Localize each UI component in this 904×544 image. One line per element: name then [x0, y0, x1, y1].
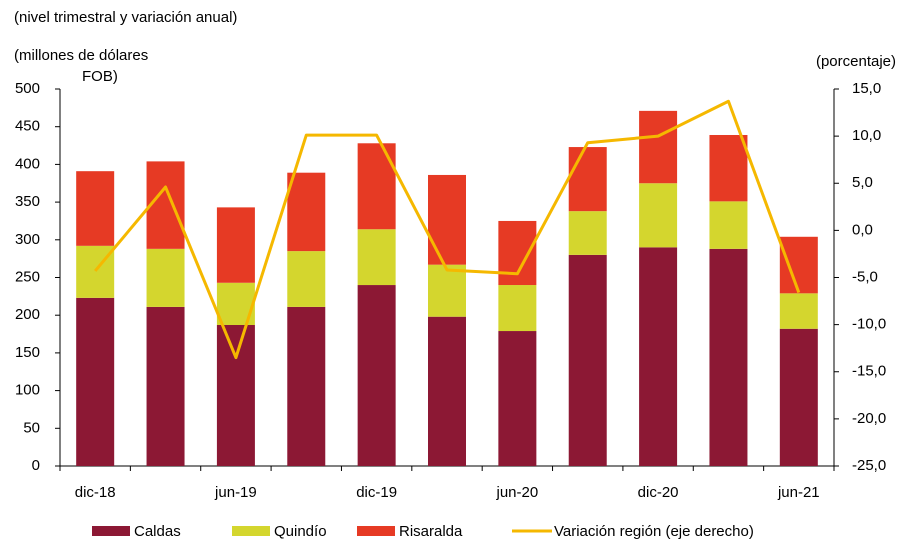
bar-segment	[639, 183, 678, 248]
y-tick-label: 100	[15, 382, 40, 399]
bar-segment	[568, 211, 607, 255]
x-tick-label: dic-19	[356, 484, 397, 501]
legend-label: Risaralda	[399, 523, 463, 540]
legend-label: Variación región (eje derecho)	[554, 523, 754, 540]
bar-segment	[287, 306, 326, 466]
bar-segment	[146, 161, 185, 249]
y-tick-label: 400	[15, 155, 40, 172]
legend-swatch	[357, 526, 395, 536]
bar-segment	[428, 264, 466, 317]
bar-segment	[357, 285, 396, 466]
y2-tick-label: 10,0	[852, 127, 881, 144]
bar-segment	[779, 236, 818, 294]
bar-segment	[287, 172, 326, 252]
y-tick-label: 0	[32, 457, 40, 474]
bar-segment	[498, 285, 537, 332]
bar-segment	[357, 143, 396, 230]
legend-label: Caldas	[134, 523, 181, 540]
x-tick-label: jun-21	[777, 484, 820, 501]
bar-segment	[146, 306, 185, 466]
legend-label: Quindío	[274, 523, 327, 540]
y2-tick-label: -10,0	[852, 316, 886, 333]
y-axis-label: (millones de dólares	[14, 47, 148, 64]
bar-segment	[639, 247, 678, 466]
y-tick-label: 500	[15, 80, 40, 97]
bar-segment	[779, 328, 818, 466]
legend-swatch	[232, 526, 270, 536]
bar-segment	[568, 254, 607, 466]
y-tick-label: 300	[15, 231, 40, 248]
bar-segment	[498, 220, 537, 286]
bar-segment	[709, 134, 748, 202]
bar-segment	[76, 171, 115, 246]
x-tick-label: dic-18	[75, 484, 116, 501]
y2-tick-label: 0,0	[852, 221, 873, 238]
chart-title: (nivel trimestral y variación anual)	[14, 9, 237, 26]
line-series	[94, 99, 801, 360]
y-tick-label: 150	[15, 344, 40, 361]
y2-axis-label: (porcentaje)	[816, 53, 896, 70]
bar-segment	[357, 229, 396, 286]
bar-segment	[709, 201, 748, 249]
bar-segment	[428, 174, 466, 265]
bar-segment	[216, 325, 255, 466]
bar-segment	[146, 248, 185, 307]
x-tick-label: dic-20	[638, 484, 679, 501]
y2-tick-label: -15,0	[852, 363, 886, 380]
y-tick-label: 50	[23, 419, 40, 436]
bar-segment	[76, 297, 115, 466]
bar-segment	[639, 110, 678, 184]
bar-segment	[428, 316, 466, 466]
legend-swatch	[92, 526, 130, 536]
y2-tick-label: -20,0	[852, 410, 886, 427]
y2-tick-label: 15,0	[852, 80, 881, 97]
x-tick-label: jun-20	[496, 484, 539, 501]
bar-segment	[568, 147, 607, 212]
bar-segment	[287, 251, 326, 307]
y2-tick-label: -5,0	[852, 268, 878, 285]
y-axis-label: FOB)	[82, 68, 118, 85]
y2-tick-label: -25,0	[852, 457, 886, 474]
y2-tick-label: 5,0	[852, 174, 873, 191]
bar-segment	[779, 293, 818, 329]
bar-segment	[498, 331, 537, 466]
bar-segment	[709, 248, 748, 466]
bar-segment	[216, 207, 255, 283]
y-tick-label: 250	[15, 268, 40, 285]
x-tick-label: jun-19	[214, 484, 257, 501]
y-tick-label: 450	[15, 118, 40, 135]
y-tick-label: 350	[15, 193, 40, 210]
y-tick-label: 200	[15, 306, 40, 323]
